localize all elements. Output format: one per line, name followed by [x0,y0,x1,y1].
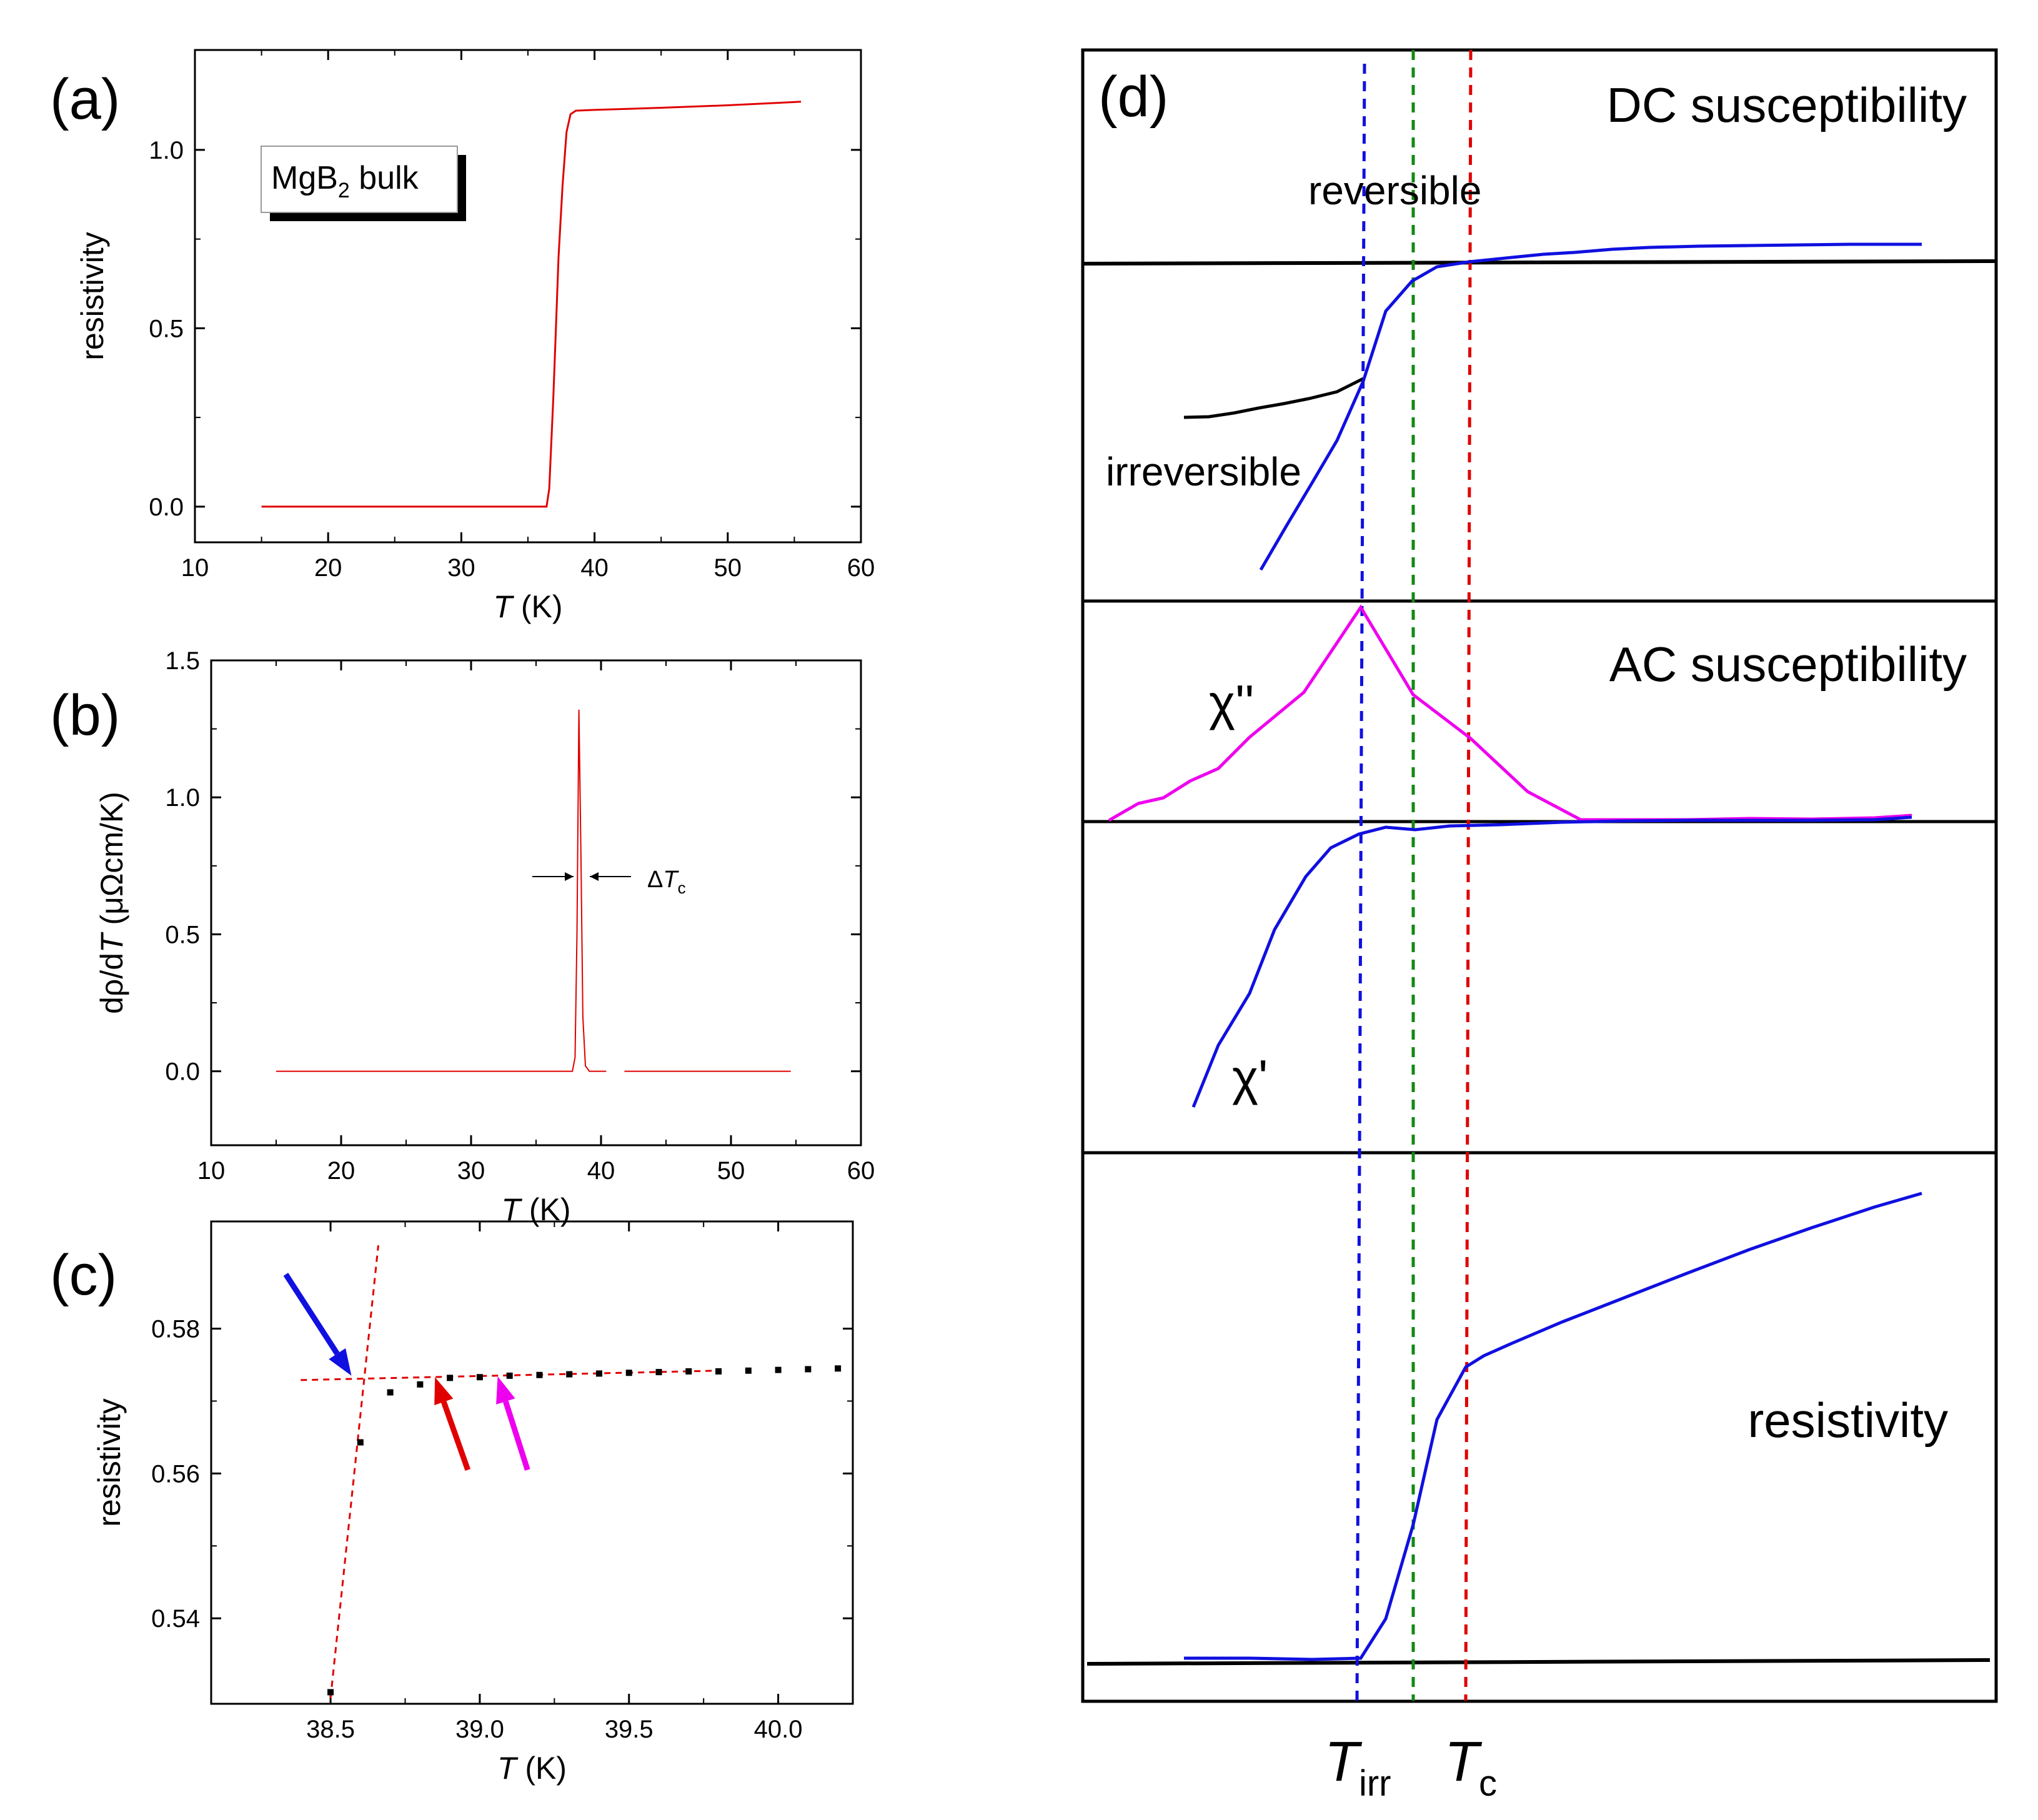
delta-tc-label: ΔTc [647,867,686,897]
resistivity-baseline [1086,1658,1991,1666]
resistivity-line [261,101,802,508]
blue-arrow-head [329,1348,352,1376]
data-point [566,1371,573,1378]
panel-a-label: (a) [50,67,120,131]
resistivity-curve [1184,1191,1922,1661]
y-axis-title: resistivity [75,232,110,361]
y-axis-title: resistivity [92,1398,127,1527]
plot-frame [210,1220,854,1705]
x-tick-label: 60 [847,554,875,582]
dc-susceptibility-curve [1259,242,1922,571]
panel-c: (c) 38.5 39.0 39.5 40.0 0.54 0.56 0.58 T (K) res… [50,1220,854,1786]
data-point [417,1381,424,1388]
dc-baseline [1082,259,1997,266]
t-c-marker [1464,49,1473,1701]
x-tick-label: 60 [847,1157,875,1185]
data-point [387,1389,394,1396]
data-point [506,1372,513,1379]
t-c-label: Tc [1444,1731,1497,1804]
data-point [447,1375,454,1381]
panel-b-label: (b) [50,684,120,747]
data-point [775,1366,782,1373]
x-tick-label: 20 [314,554,342,582]
x-tick-label: 10 [181,554,209,582]
x-tick-label: 40.0 [754,1716,803,1743]
t-irr-label: Tirr [1325,1731,1391,1804]
panel-c-label: (c) [50,1243,117,1307]
ac-susceptibility-title: AC susceptibility [1609,637,1967,692]
panel-a: (a) 10 20 30 40 50 60 0.0 0.5 1.0 T (K) resistivit… [50,49,875,624]
x-tick-label: 40 [587,1157,615,1185]
reversible-label: reversible [1308,168,1481,213]
data-point [357,1439,364,1446]
x-tick-label: 40 [580,554,609,582]
chi-double-prime-label: χ'' [1209,675,1255,730]
y-axis-title: dρ/dT (μΩcm/K) [94,792,129,1014]
y-tick-label: 0.5 [165,921,200,948]
derivative-line [276,709,607,1072]
red-arrow-shaft [441,1401,471,1471]
x-axis-title: T (K) [497,1751,567,1786]
x-tick-label: 38.5 [306,1716,355,1743]
x-tick-label: 39.0 [455,1716,504,1743]
y-tick-label: 0.5 [149,315,184,342]
plot-frame [210,659,862,1146]
dc-susceptibility-title: DC susceptibility [1606,77,1967,132]
legend-box: MgB2 bulk [261,146,466,221]
y-tick-label: 1.0 [165,784,200,812]
x-tick-label: 50 [714,554,742,582]
data-point [327,1689,334,1696]
x-tick-label: 10 [197,1157,226,1185]
y-tick-label: 1.5 [165,647,200,675]
x-tick-label: 39.5 [605,1716,654,1743]
y-tick-label: 0.0 [149,494,184,521]
chi-prime-label: χ' [1232,1050,1268,1105]
y-tick-label: 0.54 [151,1605,200,1633]
y-tick-label: 0.56 [151,1460,200,1488]
data-point [595,1370,602,1377]
plot-frame [194,49,862,544]
x-axis-title: T (K) [493,589,562,624]
x-tick-label: 50 [717,1157,745,1185]
legend-frame [261,146,458,213]
data-point [476,1374,483,1381]
chi-prime-curve [1191,815,1912,1108]
x-tick-label: 30 [447,554,475,582]
fit-line [301,1370,719,1381]
data-point [805,1366,812,1373]
data-point [536,1371,543,1378]
magenta-arrow-head [496,1376,515,1405]
t-irr-marker [1355,63,1366,1701]
panel-d-frame [1081,48,1998,1703]
x-tick-label: 20 [327,1157,355,1185]
y-tick-label: 1.0 [149,137,184,164]
irreversible-label: irreversible [1106,449,1301,494]
magenta-arrow-shaft [503,1400,530,1471]
data-point [655,1369,662,1376]
fit-line [329,1245,379,1698]
resistivity-label: resistivity [1747,1393,1948,1448]
data-point [715,1368,722,1375]
data-point [625,1370,632,1376]
chi-pp-curve [1108,604,1912,822]
panel-d-label: (d) [1098,65,1168,129]
panel-d: (d) DC susceptibility reversible irrever… [1081,48,1998,1804]
delta-tc-annotation: ΔTc [532,867,686,897]
y-tick-label: 0.0 [165,1058,200,1086]
data-point [745,1367,752,1374]
red-arrow-head [434,1377,454,1406]
blue-arrow-shaft [283,1273,340,1356]
panel-b: (b) ΔTc 10 20 30 40 50 600.00.51.01.5T (K)dρ/… [50,647,875,1227]
data-point [685,1368,692,1375]
x-tick-label: 30 [457,1157,485,1185]
dc-irreversible-curve [1183,377,1364,419]
y-tick-label: 0.58 [151,1316,200,1343]
legend-text: MgB2 bulk [271,160,419,202]
data-point [835,1365,842,1372]
